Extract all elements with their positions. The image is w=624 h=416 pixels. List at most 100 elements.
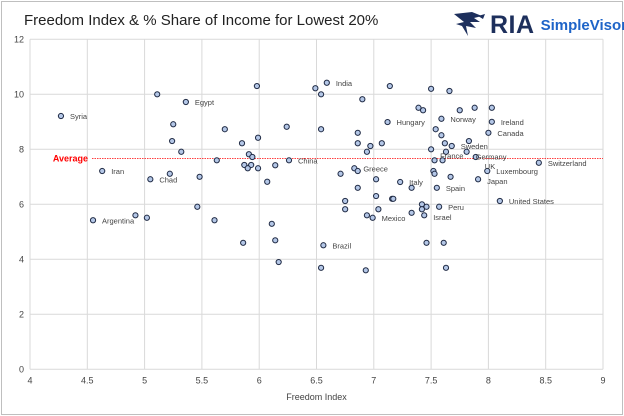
data-point [166, 170, 173, 177]
data-point [213, 157, 220, 164]
y-tick-label: 2 [19, 309, 24, 319]
data-point [154, 91, 161, 98]
y-tick-label: 4 [19, 254, 24, 264]
data-point [342, 206, 349, 213]
data-point [442, 148, 450, 155]
data-point [423, 203, 430, 210]
data-point [169, 137, 176, 145]
point-label: Israel [433, 213, 452, 222]
data-point [535, 159, 542, 166]
data-point [147, 176, 154, 183]
data-point [342, 197, 349, 205]
data-point [275, 258, 282, 266]
data-point [354, 167, 361, 175]
data-point [196, 173, 203, 180]
x-tick-label: 6.5 [310, 375, 323, 385]
data-point [268, 220, 275, 227]
data-point [354, 140, 361, 147]
point-label: Sweden [461, 142, 488, 151]
x-tick-label: 7 [371, 375, 376, 385]
data-point [474, 176, 482, 183]
data-point [359, 96, 366, 103]
data-point [317, 126, 325, 133]
data-point [440, 239, 447, 246]
data-point [312, 85, 319, 92]
data-point [221, 126, 228, 133]
point-label: Luxembourg [496, 167, 538, 176]
data-point [211, 217, 218, 224]
point-label: Germany [476, 152, 507, 161]
point-label: Mexico [382, 214, 406, 223]
data-point [182, 98, 189, 106]
y-tick-label: 8 [19, 144, 24, 154]
data-point [463, 148, 470, 155]
point-label: Ireland [501, 118, 524, 127]
point-label: France [440, 151, 463, 160]
logo-text: RIA [490, 10, 535, 39]
data-point [363, 212, 371, 219]
data-point [323, 79, 330, 86]
logo: RIA SimpleVisor [452, 10, 624, 40]
data-point [484, 167, 491, 175]
point-label: Peru [448, 203, 464, 212]
data-point [436, 203, 443, 210]
x-axis-label: Freedom Index [286, 392, 347, 402]
data-point [448, 142, 455, 150]
point-label: Brazil [332, 241, 351, 250]
data-point [372, 176, 380, 183]
data-point [421, 212, 428, 219]
data-point [337, 170, 344, 177]
point-label: China [298, 156, 318, 165]
data-point [143, 214, 150, 221]
data-point [488, 118, 495, 125]
data-point [378, 140, 385, 147]
data-point [362, 267, 369, 274]
point-label: Chad [159, 175, 177, 184]
data-point [363, 148, 371, 155]
eagle-icon [454, 12, 485, 36]
data-point [244, 165, 251, 172]
data-point [285, 157, 293, 164]
data-point [178, 148, 185, 155]
point-label: Greece [363, 164, 388, 173]
data-point [433, 184, 440, 191]
y-tick-label: 12 [14, 34, 24, 44]
x-tick-label: 4.5 [81, 375, 94, 385]
data-point [194, 203, 201, 210]
data-point [408, 209, 415, 216]
point-label: United States [509, 197, 554, 206]
data-point [317, 91, 325, 98]
data-point [423, 239, 430, 246]
data-point [386, 82, 393, 90]
data-point [418, 206, 426, 213]
point-label: Switzerland [548, 159, 587, 168]
data-point [471, 104, 478, 111]
data-point [249, 153, 256, 161]
data-point [442, 264, 450, 271]
data-point [272, 162, 279, 169]
data-point [439, 157, 446, 164]
data-point [320, 242, 327, 249]
data-point [438, 115, 445, 122]
data-point [317, 264, 325, 271]
data-point [456, 107, 463, 114]
data-point [354, 184, 361, 191]
data-point [465, 137, 473, 145]
point-label: Argentina [102, 216, 135, 225]
data-point [170, 121, 177, 128]
data-point [431, 170, 438, 177]
data-point [254, 165, 262, 172]
data-point [369, 214, 376, 221]
point-label: Spain [446, 184, 465, 193]
data-point [432, 126, 439, 133]
data-point [397, 178, 404, 186]
x-tick-label: 7.5 [425, 375, 438, 385]
x-tick-label: 6 [257, 375, 262, 385]
logo-subtext: SimpleVisor [540, 16, 624, 34]
x-tick-label: 5 [142, 375, 147, 385]
data-point [375, 206, 382, 213]
point-label: Iran [111, 167, 124, 176]
data-point [354, 129, 361, 136]
